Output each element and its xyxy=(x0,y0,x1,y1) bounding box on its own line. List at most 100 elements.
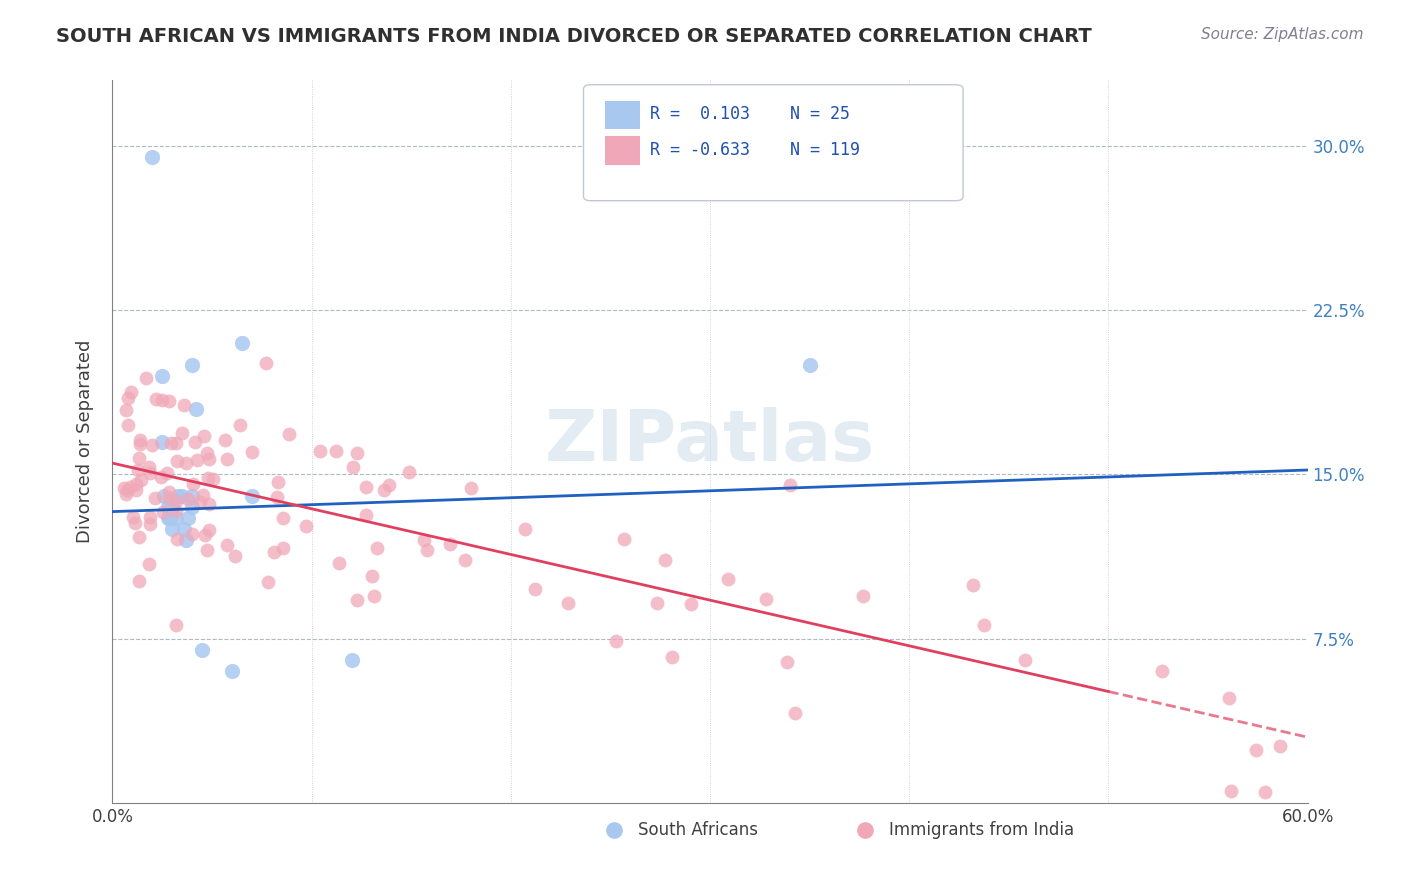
Point xyxy=(181,358,204,372)
Point xyxy=(172,489,194,503)
Point xyxy=(1218,691,1240,706)
Point xyxy=(125,483,148,497)
Point xyxy=(127,463,149,477)
Point xyxy=(1014,652,1036,666)
Point xyxy=(191,642,214,657)
Point xyxy=(167,489,190,503)
Point xyxy=(162,500,183,515)
Point xyxy=(679,598,702,612)
Point xyxy=(198,497,221,511)
Point xyxy=(413,533,436,547)
Point xyxy=(117,391,139,405)
Point xyxy=(515,522,537,536)
Point xyxy=(229,417,252,432)
Point xyxy=(129,433,152,447)
Point xyxy=(170,426,193,441)
Point xyxy=(231,336,253,351)
Point xyxy=(173,522,195,536)
Point xyxy=(1220,783,1243,797)
Point xyxy=(138,460,160,475)
Point xyxy=(779,478,801,492)
Point xyxy=(267,475,290,489)
Point xyxy=(112,481,135,495)
Point xyxy=(141,437,163,451)
Point xyxy=(138,557,160,571)
Point xyxy=(129,437,152,451)
Point xyxy=(1246,743,1268,757)
Text: South Africans: South Africans xyxy=(638,822,758,839)
Point xyxy=(166,532,188,546)
Point xyxy=(557,596,579,610)
Point xyxy=(194,528,217,542)
Point xyxy=(184,434,207,449)
Point xyxy=(328,556,350,570)
Point xyxy=(524,582,547,596)
Point xyxy=(180,526,202,541)
Point xyxy=(366,541,388,555)
Point xyxy=(325,443,347,458)
Point xyxy=(605,634,627,648)
Point xyxy=(150,368,173,383)
Point xyxy=(198,523,221,537)
Point xyxy=(346,593,368,607)
Point xyxy=(224,549,246,564)
Point xyxy=(150,392,173,407)
Point xyxy=(340,653,363,667)
Point xyxy=(157,491,180,505)
Text: Source: ZipAtlas.com: Source: ZipAtlas.com xyxy=(1201,27,1364,42)
Point xyxy=(162,522,183,536)
Point xyxy=(1268,739,1291,753)
Point xyxy=(191,488,214,502)
Point xyxy=(973,618,995,632)
Point xyxy=(141,150,163,164)
Point xyxy=(186,453,208,467)
Point xyxy=(273,541,295,555)
Point xyxy=(138,517,160,532)
Point xyxy=(115,402,138,417)
Point xyxy=(202,472,225,486)
Point xyxy=(363,589,385,603)
Point xyxy=(645,596,668,610)
Point xyxy=(122,510,145,524)
Point xyxy=(157,511,180,525)
Point xyxy=(1254,785,1277,799)
Point xyxy=(159,394,181,409)
Point xyxy=(661,650,683,665)
Point xyxy=(131,473,153,487)
Point xyxy=(271,511,294,525)
Point xyxy=(263,545,285,559)
Point xyxy=(852,589,875,603)
Point xyxy=(114,487,136,501)
Point xyxy=(197,471,219,485)
Text: R =  0.103    N = 25: R = 0.103 N = 25 xyxy=(650,105,849,123)
Point xyxy=(186,401,208,416)
Point xyxy=(174,533,197,547)
Point xyxy=(240,445,263,459)
Point xyxy=(128,451,150,466)
Point xyxy=(157,484,180,499)
Point xyxy=(1150,664,1173,678)
Point xyxy=(214,434,236,448)
Point xyxy=(188,494,211,508)
Point xyxy=(181,500,204,515)
Point xyxy=(416,542,439,557)
Point xyxy=(776,655,799,669)
Point xyxy=(454,553,477,567)
Point xyxy=(613,533,636,547)
Point xyxy=(181,489,204,503)
Point xyxy=(145,392,167,407)
Point xyxy=(354,508,377,522)
Point xyxy=(378,478,401,492)
Point xyxy=(157,500,180,515)
Point xyxy=(278,426,301,441)
Point xyxy=(165,435,187,450)
Point xyxy=(150,434,173,449)
Point xyxy=(117,418,139,433)
Point xyxy=(156,466,179,480)
Point xyxy=(198,451,221,466)
Point xyxy=(165,493,187,508)
Text: Immigrants from India: Immigrants from India xyxy=(890,822,1074,839)
Point xyxy=(143,491,166,505)
Point xyxy=(177,511,200,525)
Point xyxy=(166,454,188,468)
